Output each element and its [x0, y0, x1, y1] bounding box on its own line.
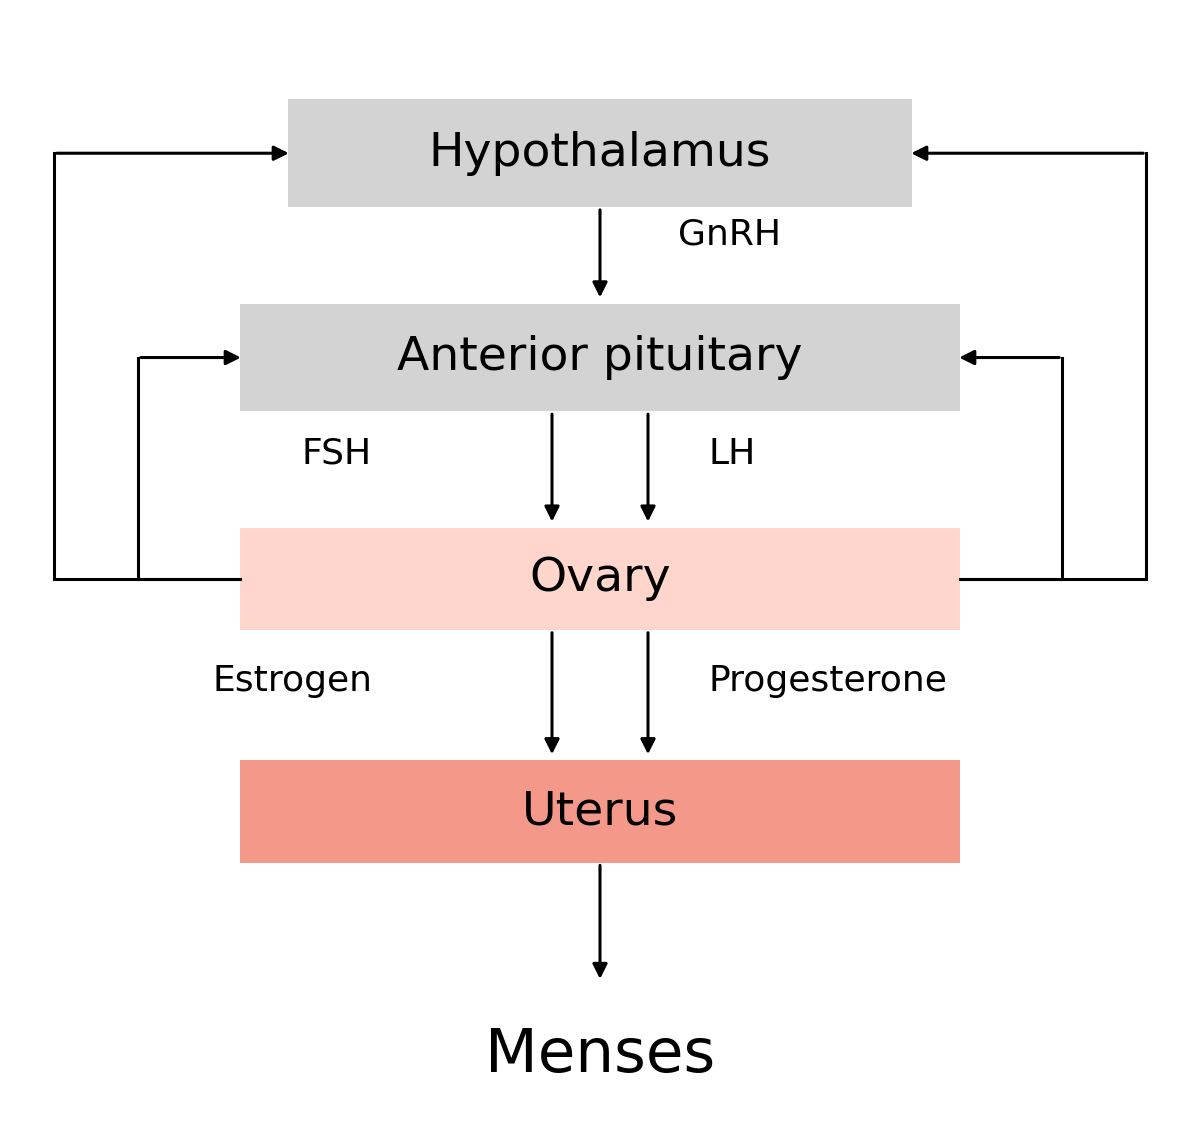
Text: Anterior pituitary: Anterior pituitary	[397, 335, 803, 380]
Bar	[240, 760, 960, 863]
Text: Estrogen: Estrogen	[212, 664, 372, 698]
Bar	[288, 99, 912, 207]
Text: Menses: Menses	[485, 1026, 715, 1085]
Text: FSH: FSH	[302, 437, 372, 471]
Bar	[240, 528, 960, 630]
Text: Hypothalamus: Hypothalamus	[428, 131, 772, 176]
Text: LH: LH	[708, 437, 755, 471]
Text: Ovary: Ovary	[529, 556, 671, 602]
Bar	[240, 303, 960, 411]
Text: Progesterone: Progesterone	[708, 664, 947, 698]
Text: Uterus: Uterus	[522, 789, 678, 834]
Text: GnRH: GnRH	[678, 218, 781, 252]
